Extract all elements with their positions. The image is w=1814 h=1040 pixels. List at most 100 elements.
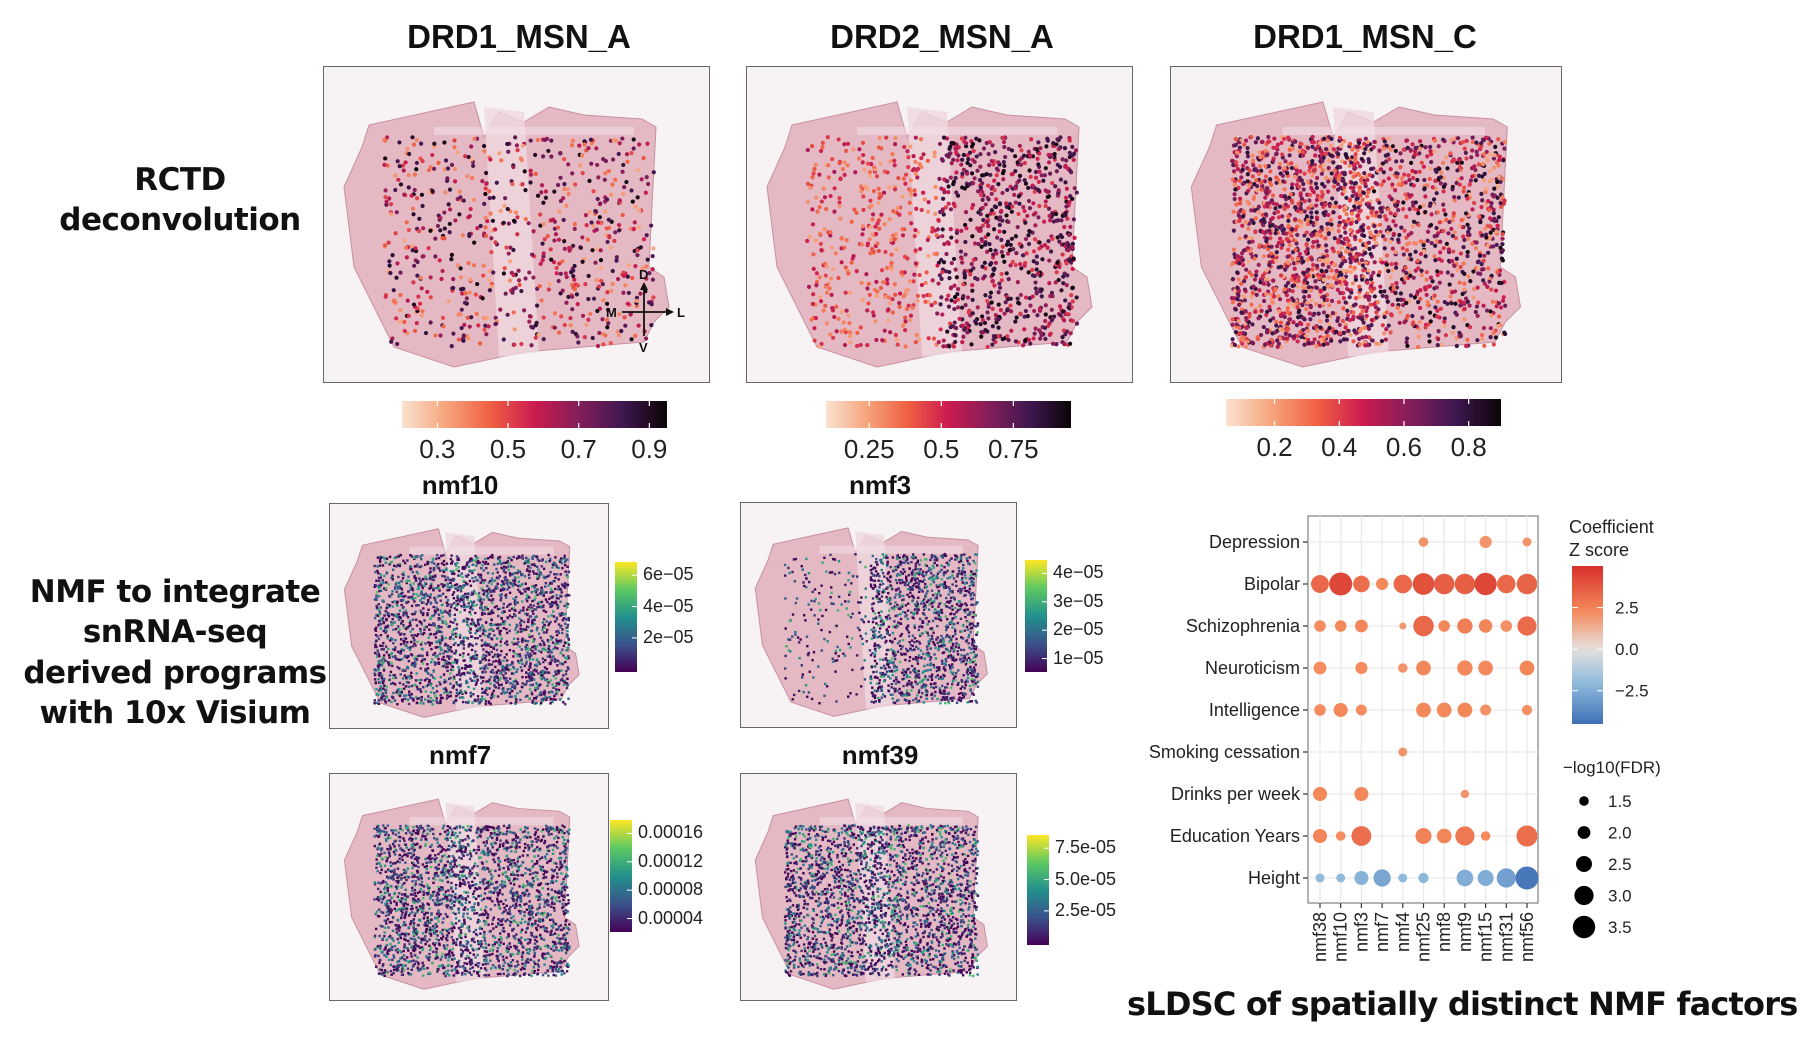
y-tick-label: Neuroticism xyxy=(1205,658,1300,678)
tissue-image xyxy=(766,101,1093,368)
tissue-image xyxy=(343,798,580,990)
dot-education-years-nmf56 xyxy=(1516,825,1538,847)
dot-bipolar-nmf25 xyxy=(1412,573,1435,595)
nmf-panel-title: nmf39 xyxy=(841,740,919,770)
color-legend-title-line1: Coefficient xyxy=(1569,517,1654,537)
nmf-colorbar: 7.5e-05 5.0e-05 2.5e-05 xyxy=(1027,835,1167,945)
dot-education-years-nmf25 xyxy=(1415,828,1432,844)
dot-schizophrenia-nmf8 xyxy=(1438,620,1450,632)
dot-drinks-per-week-nmf3 xyxy=(1354,786,1369,802)
nmf-colorbar: 0.00016 0.00012 0.00008 0.00004 xyxy=(610,820,760,932)
dot-bipolar-nmf7 xyxy=(1376,577,1389,591)
nmf-section-label: NMF to integrate snRNA-seq derived progr… xyxy=(20,572,330,733)
compass-label-l: L xyxy=(677,305,685,320)
x-tick-label: nmf25 xyxy=(1414,912,1434,962)
tissue-image xyxy=(343,528,580,718)
dot-intelligence-nmf8 xyxy=(1436,702,1452,718)
y-tick-label: Depression xyxy=(1209,532,1300,552)
size-legend-label: 2.0 xyxy=(1608,824,1632,843)
colorbar-tick-label: 5.0e-05 xyxy=(1055,868,1117,889)
colorbar-tick-label: 0.25 xyxy=(843,434,895,464)
colorbar-tick-label: 0.3 xyxy=(419,434,456,464)
nmf-panel-title: nmf3 xyxy=(848,470,912,500)
colorbar-gradient xyxy=(826,401,1071,428)
dot-bipolar-nmf56 xyxy=(1516,573,1538,595)
nmf-colorbar: 6e−05 4e−05 2e−05 xyxy=(615,562,755,672)
sldsc-dot-plot: Depression Bipolar Schizophrenia Neuroticis… xyxy=(1149,515,1661,962)
dot-height-nmf4 xyxy=(1398,873,1408,883)
dot-education-years-nmf9 xyxy=(1455,826,1475,846)
nmf-label-line2: snRNA-seq xyxy=(82,614,268,651)
dot-schizophrenia-nmf25 xyxy=(1413,615,1434,637)
dot-drinks-per-week-nmf9 xyxy=(1460,789,1470,799)
dot-schizophrenia-nmf56 xyxy=(1517,616,1537,636)
nmf-label-line3: derived programs xyxy=(23,654,327,691)
dot-neuroticism-nmf15 xyxy=(1478,660,1493,676)
colorbar-tick-label: 0.4 xyxy=(1321,432,1358,462)
size-legend-label: 3.5 xyxy=(1608,918,1632,937)
compass-label-d: D xyxy=(639,267,648,282)
dot-intelligence-nmf56 xyxy=(1521,704,1533,716)
rctd-colorbar: 0.25 0.5 0.75 xyxy=(826,401,1071,464)
x-tick-label: nmf56 xyxy=(1517,912,1537,962)
y-tick-label: Intelligence xyxy=(1209,700,1300,720)
nmf-colorbar: 4e−05 3e−05 2e−05 1e−05 xyxy=(1025,560,1165,672)
dot-bipolar-nmf9 xyxy=(1454,573,1476,595)
colorbar-tick-label: 0.8 xyxy=(1450,432,1487,462)
colorbar-tick-label: 4e−05 xyxy=(643,595,694,616)
colorbar-tick-label: 1e−05 xyxy=(1053,647,1104,668)
colorbar-tick-label: 2.5e-05 xyxy=(1055,899,1117,920)
colorbar-gradient xyxy=(1226,399,1501,426)
y-tick-label: Height xyxy=(1248,868,1300,888)
orientation-compass-icon: D V M L xyxy=(606,267,685,355)
dot-intelligence-nmf15 xyxy=(1480,704,1492,716)
dot-bipolar-nmf3 xyxy=(1353,575,1370,593)
tissue-image xyxy=(754,798,988,990)
dot-bipolar-nmf4 xyxy=(1393,574,1413,594)
colorbar-tick-label: 0.00016 xyxy=(638,822,704,843)
nmf-label-line4: with 10x Visium xyxy=(39,694,311,731)
colorbar-tick-label: 0.00004 xyxy=(638,907,704,928)
dot-intelligence-nmf9 xyxy=(1457,702,1473,718)
dot-height-nmf25 xyxy=(1418,872,1429,884)
colorbar-tick-label: 0.00012 xyxy=(638,850,704,871)
rctd-label-line1: RCTD xyxy=(134,162,226,198)
colorbar-tick-label: 2e−05 xyxy=(643,626,694,647)
nmf-tissue-plot xyxy=(329,773,609,1001)
dot-neuroticism-nmf25 xyxy=(1416,660,1431,676)
dot-schizophrenia-nmf9 xyxy=(1457,618,1473,634)
dot-bipolar-nmf15 xyxy=(1474,572,1497,596)
dot-smoking-cessation-nmf4 xyxy=(1398,747,1408,757)
tissue-image xyxy=(754,527,988,717)
color-legend-tick-label: 0.0 xyxy=(1615,640,1639,659)
colorbar-tick-label: 0.5 xyxy=(923,434,960,464)
colorbar-tick-label: 0.00008 xyxy=(638,879,704,900)
dot-schizophrenia-nmf4 xyxy=(1399,622,1407,630)
dot-depression-nmf25 xyxy=(1418,537,1429,547)
color-legend-tick-label: −2.5 xyxy=(1615,682,1649,701)
dot-schizophrenia-nmf38 xyxy=(1314,620,1326,632)
nmf-label-line1: NMF to integrate xyxy=(29,574,321,610)
dot-bipolar-nmf31 xyxy=(1497,574,1516,594)
y-tick-label: Bipolar xyxy=(1244,574,1300,594)
colorbar-tick-label: 0.9 xyxy=(631,434,668,464)
colorbar-tick-label: 0.7 xyxy=(560,434,597,464)
dot-schizophrenia-nmf3 xyxy=(1355,619,1368,633)
rctd-panel-title: DRD1_MSN_C xyxy=(1253,18,1477,55)
tissue-image xyxy=(1190,101,1522,368)
x-tick-label: nmf38 xyxy=(1310,912,1330,962)
x-tick-label: nmf4 xyxy=(1393,912,1413,952)
rctd-panel-title: DRD1_MSN_A xyxy=(407,18,631,55)
rctd-section-label: RCTD deconvolution xyxy=(30,160,330,241)
colorbar-gradient xyxy=(402,401,667,428)
dot-education-years-nmf3 xyxy=(1351,826,1372,846)
dot-height-nmf38 xyxy=(1315,873,1325,883)
dot-height-nmf9 xyxy=(1456,869,1474,887)
size-legend-label: 2.5 xyxy=(1608,855,1632,874)
dot-neuroticism-nmf4 xyxy=(1398,663,1408,673)
dot-neuroticism-nmf38 xyxy=(1313,661,1327,675)
size-legend-label: 1.5 xyxy=(1608,792,1632,811)
size-legend-label: 3.0 xyxy=(1608,887,1632,906)
dot-neuroticism-nmf9 xyxy=(1457,660,1473,676)
x-tick-label: nmf8 xyxy=(1434,912,1454,952)
